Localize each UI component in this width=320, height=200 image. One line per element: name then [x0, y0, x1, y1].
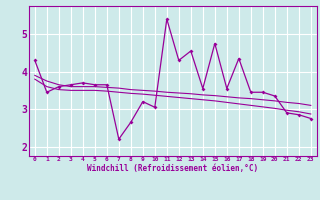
- X-axis label: Windchill (Refroidissement éolien,°C): Windchill (Refroidissement éolien,°C): [87, 164, 258, 173]
